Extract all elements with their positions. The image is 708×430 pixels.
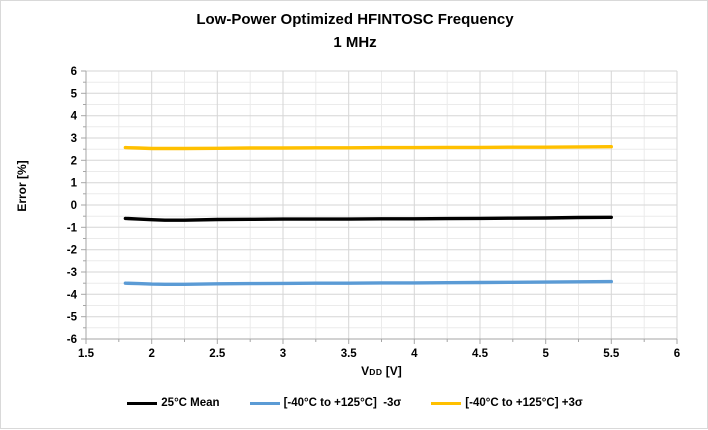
legend-label-plus3sigma: [-40°C to +125°C] +3σ [465,397,583,409]
svg-text:1.5: 1.5 [78,348,95,360]
svg-text:3: 3 [280,348,286,360]
svg-text:0: 0 [71,200,77,212]
svg-text:-4: -4 [67,289,78,301]
legend-item-mean: 25°C Mean [127,397,220,409]
legend-line-swatch-minus3sigma [249,401,280,405]
legend-label-minus3sigma: [-40°C to +125°C] -3σ [283,397,402,409]
svg-text:-5: -5 [67,312,78,324]
svg-text:5.5: 5.5 [603,348,620,360]
svg-text:-6: -6 [67,334,77,346]
svg-text:6: 6 [71,66,77,78]
svg-text:3: 3 [71,133,77,145]
series-line-1 [123,279,613,286]
x-axis-title: VDD [V] [86,364,677,378]
legend: 25°C Mean [-40°C to +125°C] -3σ [-40°C t… [1,397,708,409]
chart-title-line1: Low-Power Optimized HFINTOSC Frequency [196,11,514,28]
svg-text:-3: -3 [67,267,77,279]
svg-text:3.5: 3.5 [341,348,358,360]
legend-line-swatch-mean [127,401,158,405]
svg-text:5: 5 [542,348,549,360]
svg-text:1: 1 [71,178,78,190]
y-axis-title: Error [%] [15,160,29,212]
chart-title-line2: 1 MHz [333,34,377,51]
svg-text:2.5: 2.5 [209,348,226,360]
svg-text:2: 2 [148,348,154,360]
svg-text:5: 5 [71,88,78,100]
x-axis-title-unit: [V] [382,364,402,378]
svg-text:4: 4 [411,348,418,360]
chart-title: Low-Power Optimized HFINTOSC Frequency 1… [1,8,708,54]
svg-text:6: 6 [674,348,680,360]
legend-item-minus3sigma: [-40°C to +125°C] -3σ [249,397,402,409]
svg-text:4.5: 4.5 [472,348,489,360]
svg-text:2: 2 [71,155,77,167]
series-line-0 [123,215,613,222]
legend-label-mean: 25°C Mean [161,397,220,409]
legend-line-swatch-plus3sigma [431,401,462,405]
svg-text:4: 4 [71,111,78,123]
legend-item-plus3sigma: [-40°C to +125°C] +3σ [431,397,583,409]
svg-text:-1: -1 [67,222,78,234]
svg-text:-2: -2 [67,245,77,257]
series-line-2 [123,144,613,151]
x-axis-title-main: V [361,364,370,378]
x-axis-title-subscript: DD [369,367,383,377]
